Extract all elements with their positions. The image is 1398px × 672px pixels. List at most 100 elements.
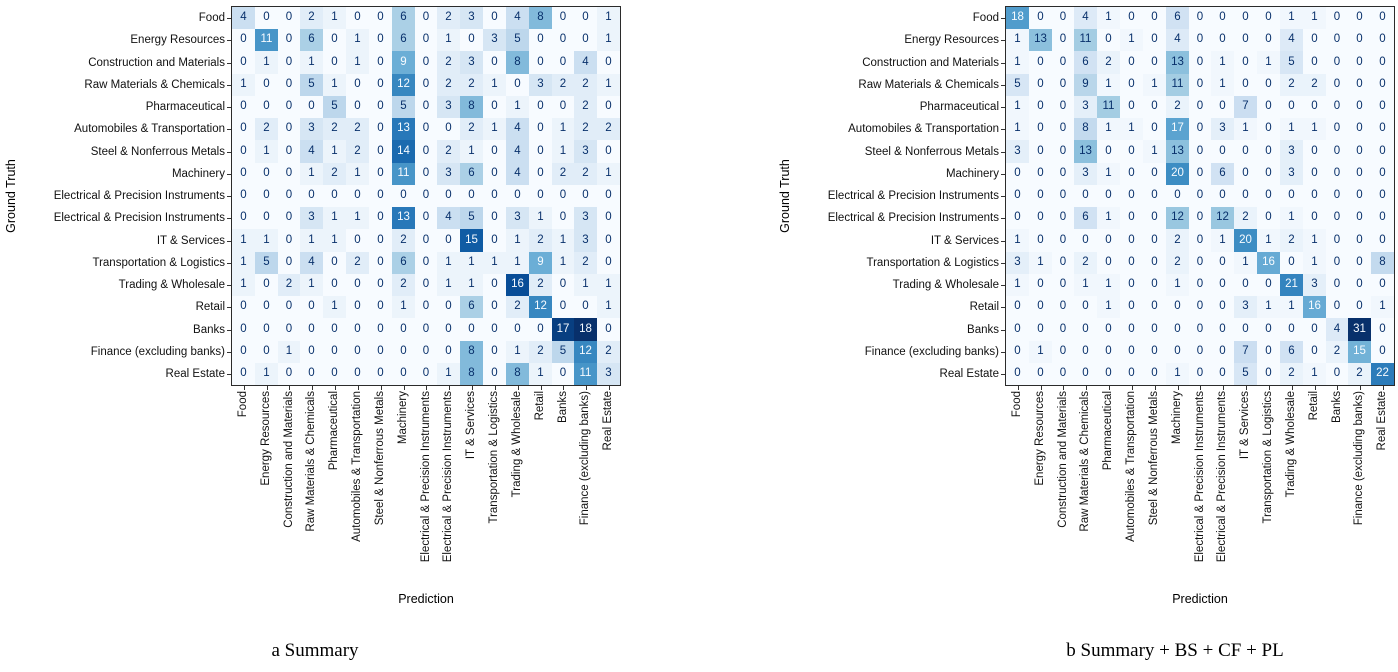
heatmap-cell: 1 [232,229,255,252]
heatmap-cell: 8 [460,96,483,118]
heatmap-cell: 0 [1052,140,1074,163]
heatmap-cell: 8 [1371,252,1394,274]
heatmap-cell: 1 [323,229,346,252]
heatmap-cell: 0 [1052,96,1074,118]
heatmap-cell: 0 [255,207,278,229]
heatmap-cell: 0 [346,229,369,252]
heatmap-cell: 1 [1257,229,1280,252]
heatmap-cell: 4 [300,252,323,274]
heatmap-cell: 13 [1074,140,1097,163]
heatmap-cell: 0 [1371,96,1394,118]
heatmap-cell: 0 [1257,274,1280,296]
heatmap-cell: 0 [369,296,392,318]
heatmap-cell: 5 [300,74,323,96]
heatmap-cell: 0 [1234,163,1257,185]
heatmap-cell: 6 [1211,163,1234,185]
tick-mark [267,386,268,390]
heatmap-cell: 1 [1303,229,1326,252]
heatmap-cell: 0 [1166,341,1189,363]
heatmap-cell: 0 [1371,341,1394,363]
heatmap-cell: 0 [369,29,392,51]
heatmap-cell: 0 [1052,252,1074,274]
tick-mark [227,374,231,375]
tick-mark [1155,386,1156,390]
heatmap-cell: 0 [346,341,369,363]
heatmap-cell: 0 [1371,318,1394,341]
heatmap-cell: 0 [346,318,369,341]
heatmap-cell: 0 [597,185,620,207]
heatmap-cell: 0 [1326,29,1348,51]
tick-mark [227,263,231,264]
x-tick-label: Electrical & Precision Instruments [442,391,454,563]
heatmap-cell: 1 [483,74,506,96]
heatmap-cell: 0 [278,140,300,163]
heatmap-cell: 0 [415,51,437,74]
y-tick-label: Energy Resources [904,34,999,46]
heatmap-cell: 11 [392,163,415,185]
heatmap-cell: 2 [1326,341,1348,363]
heatmap-cell: 0 [300,341,323,363]
heatmap-cell: 2 [529,229,552,252]
heatmap-cell: 1 [392,296,415,318]
tick-mark [1001,174,1005,175]
heatmap-cell: 0 [1234,29,1257,51]
heatmap-cell: 0 [1029,7,1052,29]
heatmap-cell: 4 [574,51,597,74]
caption-b: b Summary + BS + CF + PL [1066,640,1284,661]
heatmap-cell: 13 [392,118,415,140]
x-tick-label: Banks [557,391,569,423]
heatmap-cell: 2 [1280,74,1303,96]
heatmap-cell: 1 [1280,207,1303,229]
heatmap-cell: 0 [278,363,300,385]
heatmap-cell: 1 [1006,96,1029,118]
heatmap-cell: 6 [392,252,415,274]
heatmap-cell: 0 [392,341,415,363]
heatmap-cell: 0 [300,363,323,385]
y-axis-title: Ground Truth [4,159,18,233]
heatmap-cell: 1 [1211,74,1234,96]
heatmap-cell: 0 [232,96,255,118]
heatmap-cell: 1 [323,207,346,229]
tick-mark [358,386,359,390]
heatmap-cell: 31 [1348,318,1371,341]
tick-mark [1246,386,1247,390]
heatmap-cell: 0 [597,207,620,229]
heatmap-cell: 5 [552,341,574,363]
heatmap-cell: 0 [597,229,620,252]
heatmap-cell: 0 [1052,29,1074,51]
heatmap-cell: 0 [1211,185,1234,207]
heatmap-cell: 2 [597,118,620,140]
heatmap-cell: 0 [415,7,437,29]
heatmap-cell: 1 [1097,74,1120,96]
heatmap-cell: 3 [597,363,620,385]
heatmap-cell: 1 [1280,296,1303,318]
heatmap-cell: 1 [346,29,369,51]
heatmap-cell: 0 [1257,29,1280,51]
heatmap-cell: 0 [1006,163,1029,185]
heatmap-cell: 0 [1120,163,1143,185]
heatmap-cell: 5 [506,29,529,51]
heatmap-cell: 1 [529,363,552,385]
heatmap-cell: 0 [300,185,323,207]
y-tick-label: Retail [195,301,225,313]
heatmap-cell: 0 [1371,51,1394,74]
heatmap-cell: 3 [460,7,483,29]
heatmap-cell: 0 [1029,274,1052,296]
heatmap-cell: 2 [574,252,597,274]
heatmap-cell: 0 [1211,252,1234,274]
heatmap-cell: 0 [300,96,323,118]
heatmap-cell: 0 [1280,96,1303,118]
heatmap-cell: 0 [346,296,369,318]
heatmap-cell: 0 [1257,96,1280,118]
heatmap-cell: 0 [1143,51,1166,74]
heatmap-cell: 0 [1371,74,1394,96]
tick-mark [1001,374,1005,375]
heatmap-cell: 1 [597,274,620,296]
heatmap-cell: 0 [1326,51,1348,74]
heatmap-cell: 4 [506,163,529,185]
heatmap-cell: 1 [1006,229,1029,252]
tick-mark [1086,386,1087,390]
heatmap-cell: 1 [1097,118,1120,140]
heatmap-cell: 3 [1074,96,1097,118]
y-tick-label: Food [198,12,225,24]
